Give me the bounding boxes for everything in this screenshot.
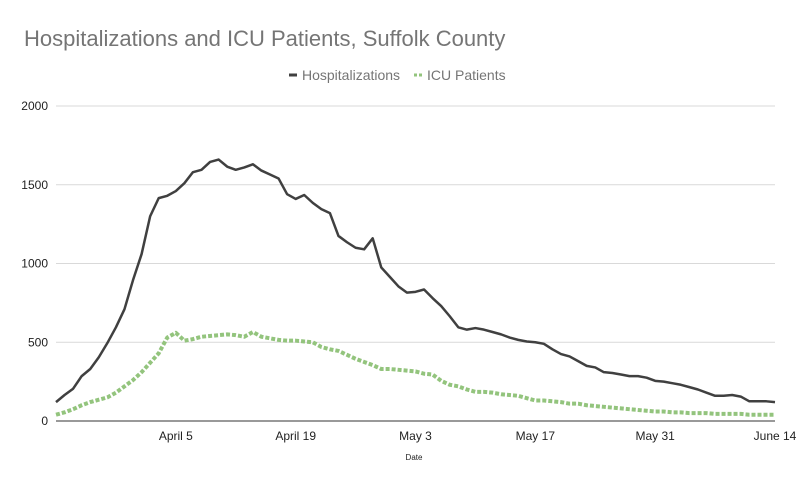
series-line-icu-patients (55, 330, 775, 417)
plot-area (55, 158, 776, 417)
x-tick-label: May 31 (635, 429, 675, 443)
x-tick-label: April 19 (275, 429, 316, 443)
y-axis: 0 500 1000 1500 2000 (21, 99, 48, 428)
y-tick-label: 0 (41, 414, 48, 428)
x-tick-label: April 5 (159, 429, 193, 443)
gridlines (56, 105, 775, 422)
legend: Hospitalizations ICU Patients (289, 67, 506, 83)
y-tick-label: 500 (28, 335, 48, 349)
x-axis: April 5 April 19 May 3 May 17 May 31 June 14 (159, 429, 797, 443)
y-tick-label: 2000 (21, 99, 48, 113)
legend-label-icu: ICU Patients (427, 67, 506, 83)
x-tick-label: May 17 (516, 429, 556, 443)
x-tick-label: June 14 (754, 429, 797, 443)
x-axis-label: Date (406, 453, 423, 462)
y-tick-label: 1500 (21, 178, 48, 192)
legend-label-hospitalizations: Hospitalizations (302, 67, 400, 83)
y-tick-label: 1000 (21, 257, 48, 271)
x-tick-label: May 3 (399, 429, 432, 443)
series-line-hospitalizations (55, 158, 776, 404)
chart-title: Hospitalizations and ICU Patients, Suffo… (24, 26, 505, 51)
